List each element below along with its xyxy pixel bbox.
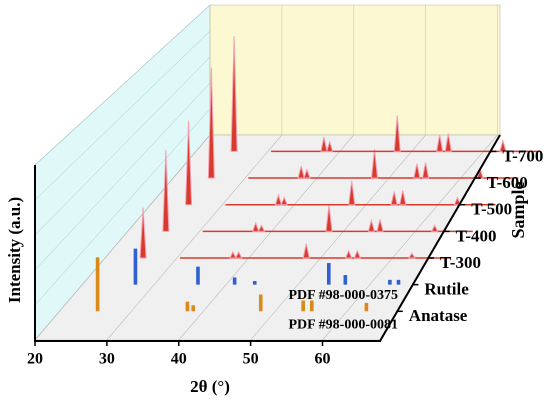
reference-stick [185, 301, 190, 312]
floor-grid-line [106, 134, 283, 341]
reference-stick [396, 279, 401, 285]
x-tick-label: 40 [171, 351, 187, 368]
x-tick-label: 50 [243, 351, 259, 368]
reference-label: PDF #98-000-0375 [288, 288, 398, 303]
peak [234, 250, 243, 259]
peak [390, 191, 398, 206]
peak [326, 140, 334, 152]
z-axis [379, 134, 501, 342]
x-tick-label: 60 [315, 351, 331, 368]
peak [353, 249, 362, 259]
z-tick-label: T-300 [440, 253, 481, 272]
reference-stick [258, 294, 263, 312]
reference-stick [252, 281, 257, 285]
z-tick-label: T-400 [456, 226, 497, 245]
peak [207, 67, 215, 179]
peak [320, 136, 328, 152]
back-wall [209, 4, 501, 136]
peak [453, 196, 462, 206]
reference-stick [309, 300, 314, 312]
peak [444, 133, 452, 152]
peak [430, 224, 439, 232]
x-tick-label: 20 [27, 351, 43, 368]
series [133, 248, 401, 285]
side-grid-line [34, 82, 211, 271]
peak [251, 221, 260, 232]
z-axis-label: Sample [508, 181, 528, 238]
side-grid-line [34, 56, 211, 236]
series [207, 67, 519, 179]
reference-stick [196, 266, 200, 285]
peak [421, 162, 430, 179]
peak [393, 115, 401, 152]
reference-stick [388, 279, 392, 285]
peak [274, 193, 283, 206]
peak [257, 224, 266, 232]
floor-grid-line [34, 134, 211, 341]
series [139, 207, 450, 259]
peak [370, 149, 379, 179]
peak [436, 134, 444, 152]
peak [399, 190, 407, 206]
grid [34, 5, 498, 341]
peak [185, 120, 193, 206]
peak [499, 138, 507, 152]
series [95, 257, 369, 312]
x-axis-label: 2θ (°) [190, 377, 230, 396]
z-tick-label: T-600 [487, 173, 528, 192]
floor-grid-line [178, 134, 354, 341]
peak [303, 168, 311, 179]
peak [348, 180, 356, 206]
peak [408, 252, 416, 259]
peak [413, 163, 421, 179]
y-axis-label: Intensity (a.u.) [5, 197, 24, 303]
floor-grid-line [250, 134, 426, 341]
x-tick-label: 30 [99, 351, 115, 368]
reference-stick [95, 257, 100, 312]
reference-stick [191, 305, 195, 312]
peak [302, 243, 310, 259]
reference-label: PDF #98-000-0081 [288, 318, 398, 333]
side-grid-line [34, 30, 211, 201]
peak [229, 250, 237, 259]
reference-stick [343, 275, 348, 285]
peak [344, 249, 353, 259]
side-grid-line [34, 108, 211, 306]
reference-stick [301, 300, 305, 312]
series [185, 120, 496, 206]
reference-stick [364, 302, 369, 312]
z-tick-label: Anatase [409, 306, 468, 325]
floor-grid-line [322, 134, 498, 341]
reference-stick [232, 277, 237, 285]
peak [139, 207, 147, 259]
peak [162, 149, 170, 232]
z-tick-label: T-500 [471, 200, 512, 219]
reference-stick [326, 263, 331, 285]
peak [325, 204, 333, 232]
peak [297, 165, 305, 179]
peak [280, 196, 288, 206]
z-tick-label: Rutile [424, 280, 469, 299]
peak [376, 219, 384, 232]
z-tick-label: T-700 [502, 146, 543, 165]
peak [367, 218, 376, 232]
reference-stick [133, 248, 138, 285]
series [162, 149, 473, 233]
peak [230, 36, 238, 152]
